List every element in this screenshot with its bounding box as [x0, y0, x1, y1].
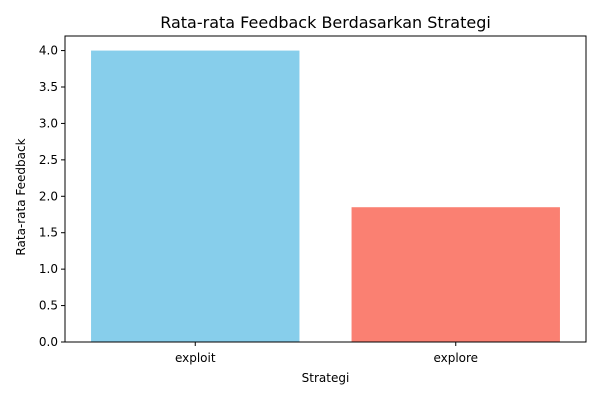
y-tick-label: 0.5	[39, 299, 58, 313]
bar-exploit	[91, 50, 300, 342]
y-tick-label: 2.0	[39, 189, 58, 203]
x-tick-label-exploit: exploit	[175, 351, 216, 365]
chart-title: Rata-rata Feedback Berdasarkan Strategi	[160, 13, 491, 32]
y-tick-label: 2.5	[39, 153, 58, 167]
plot-area: exploit explore 0.0 0.5 1.0 1.5 2.0 2.5 3.0 3.5 4.…	[39, 35, 587, 365]
y-tick-label: 0.0	[39, 335, 58, 349]
bar-explore	[351, 207, 560, 342]
y-tick-label: 1.0	[39, 262, 58, 276]
y-tick-label: 3.0	[39, 116, 58, 130]
y-axis-label: Rata-rata Feedback	[14, 138, 28, 255]
x-axis-label: Strategi	[302, 371, 350, 385]
y-tick-label: 1.5	[39, 226, 58, 240]
x-tick-label-explore: explore	[433, 351, 478, 365]
axes-frame	[64, 35, 587, 343]
y-tick-label: 4.0	[39, 44, 58, 58]
y-tick-label: 3.5	[39, 80, 58, 94]
